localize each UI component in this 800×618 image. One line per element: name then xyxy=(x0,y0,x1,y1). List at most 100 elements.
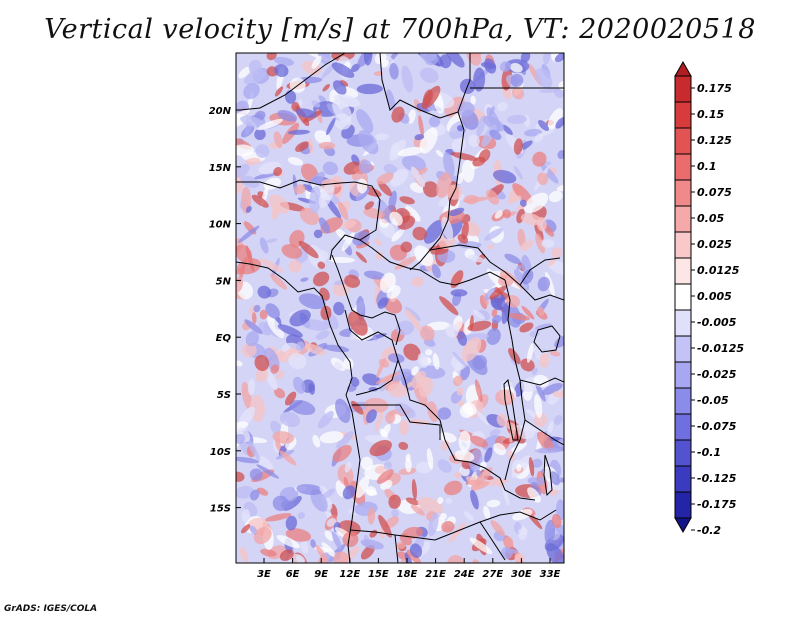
field-patch xyxy=(470,95,476,105)
field-patch xyxy=(318,182,335,208)
field-patch xyxy=(470,481,490,491)
field-patch xyxy=(417,353,429,368)
field-patch xyxy=(453,375,463,387)
field-patch xyxy=(270,364,280,374)
field-patch xyxy=(332,80,347,95)
field-patch xyxy=(360,539,384,550)
border-chad-sudan xyxy=(409,199,451,271)
field-patch xyxy=(458,430,471,452)
field-patch xyxy=(511,87,525,100)
field-patch xyxy=(411,366,419,376)
lon-label: 6E xyxy=(286,569,300,580)
colorbar-label: 0.075 xyxy=(697,186,732,199)
colorbar-swatch xyxy=(674,179,692,207)
border-tanzania xyxy=(524,419,564,446)
colorbar-label: -0.05 xyxy=(697,394,729,407)
border-zimbabwe xyxy=(479,521,506,561)
field-patch xyxy=(363,208,385,219)
field-patch xyxy=(281,244,303,259)
field-patch xyxy=(503,536,514,548)
field-patch xyxy=(365,486,377,496)
field-patch xyxy=(517,228,526,247)
field-patch xyxy=(547,260,564,276)
field-patch xyxy=(288,129,310,135)
field-patch xyxy=(365,409,377,424)
field-patch xyxy=(333,113,352,130)
lon-label: 15E xyxy=(368,569,389,580)
border-east-africa xyxy=(519,377,564,386)
field-patch xyxy=(274,86,284,97)
field-patch xyxy=(386,89,396,111)
field-patch xyxy=(502,209,511,219)
border-sudan-south xyxy=(429,244,564,301)
field-patch xyxy=(356,241,370,249)
field-patch xyxy=(266,238,278,243)
field-patch xyxy=(438,432,457,443)
field-patch xyxy=(486,189,500,205)
colorbar-swatch xyxy=(674,205,692,233)
field-patch xyxy=(254,128,266,141)
field-patch xyxy=(405,205,421,222)
field-patch xyxy=(448,522,466,543)
field-patch xyxy=(298,240,319,259)
field-patch xyxy=(536,476,547,486)
colorbar-swatch xyxy=(674,75,692,103)
field-patch xyxy=(383,461,392,470)
field-patch xyxy=(258,258,284,272)
field-patch xyxy=(383,163,398,175)
field-patch xyxy=(514,553,525,562)
latitude-axis: 20N 15N 10N 5N EQ 5S 10S 15S xyxy=(209,106,241,515)
field-patch xyxy=(534,223,544,241)
lat-label: 10S xyxy=(210,447,231,458)
field-patch xyxy=(352,230,370,246)
field-patch xyxy=(401,65,414,93)
field-patch xyxy=(236,360,243,367)
field-patch xyxy=(489,285,507,300)
field-patch xyxy=(484,287,496,301)
field-patch xyxy=(256,464,280,479)
field-patch xyxy=(441,216,454,241)
field-patch xyxy=(543,53,551,65)
colorbar-label: 0.0125 xyxy=(697,264,740,277)
field-patch xyxy=(238,225,260,243)
field-patch xyxy=(388,494,401,509)
field-patch xyxy=(528,456,535,477)
field-patch xyxy=(463,511,474,521)
field-patch xyxy=(437,459,452,473)
field-patch xyxy=(270,420,282,435)
field-patch xyxy=(257,456,274,472)
field-patch xyxy=(512,183,533,204)
field-patch xyxy=(490,519,505,536)
field-patch xyxy=(326,117,336,136)
field-patch xyxy=(409,543,423,558)
field-patch xyxy=(534,447,563,454)
lat-label: 15N xyxy=(209,163,232,174)
field-patch xyxy=(373,71,383,77)
field-patch xyxy=(315,330,330,340)
field-patch xyxy=(444,53,465,68)
field-patch xyxy=(547,257,557,267)
field-patch xyxy=(254,354,270,372)
field-patch xyxy=(273,131,283,148)
field-patch xyxy=(484,447,493,463)
field-patch xyxy=(532,151,547,167)
field-patch xyxy=(292,376,306,394)
colorbar-swatch xyxy=(674,153,692,181)
field-patch xyxy=(355,251,368,263)
field-patch xyxy=(551,247,563,259)
field-patch xyxy=(337,201,349,221)
field-patch xyxy=(513,269,530,291)
field-patch xyxy=(524,192,549,214)
field-patch xyxy=(411,479,417,500)
field-patch xyxy=(244,319,263,335)
field-patch xyxy=(407,381,413,388)
field-patch xyxy=(502,124,513,136)
colorbar-label: 0.025 xyxy=(697,238,732,251)
colorbar-swatch xyxy=(674,231,692,259)
field-patch xyxy=(321,542,336,558)
field-patch xyxy=(363,53,373,66)
field-patch xyxy=(298,98,303,106)
field-patch xyxy=(272,431,295,444)
field-patch xyxy=(520,240,534,251)
colorbar-label: -0.0125 xyxy=(697,342,744,355)
